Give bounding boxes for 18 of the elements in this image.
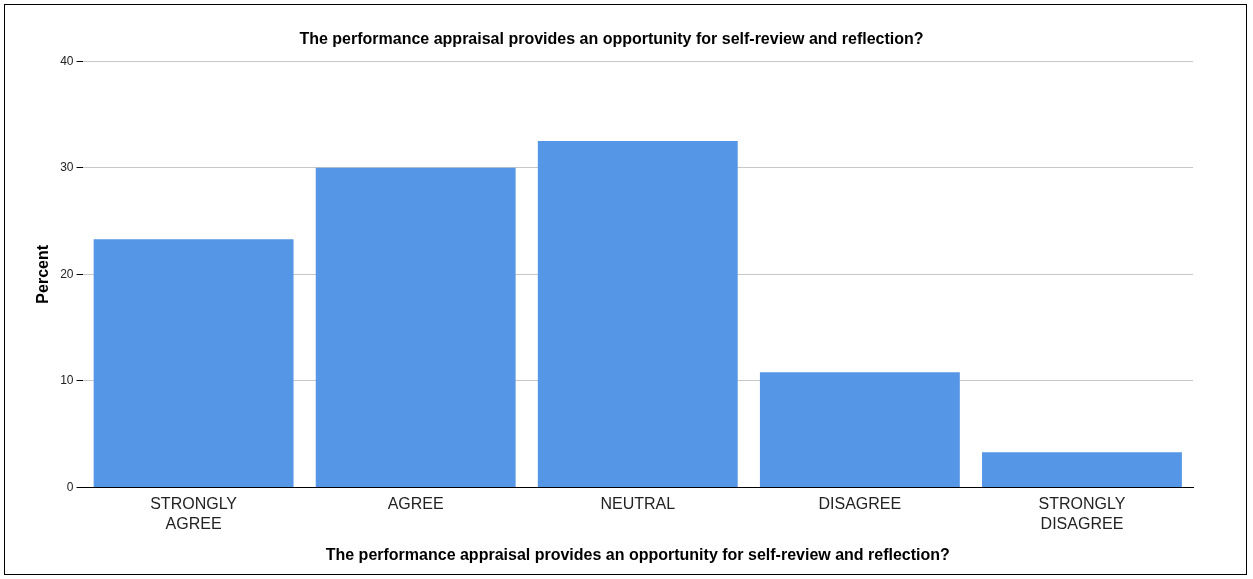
chart-title: The performance appraisal provides an opportunity for self-review and reflection? [299,30,924,48]
bar [315,167,516,487]
x-tick-label: NEUTRAL [600,495,676,513]
y-tick-label: 30 [60,160,74,175]
bar [537,141,738,487]
y-tick-label: 0 [66,479,74,494]
x-tick-label: STRONGLY DISAGREE [1038,495,1126,532]
bar [93,239,294,487]
x-tick-label: AGREE [387,495,444,513]
y-tick-label: 40 [60,53,74,68]
y-tick-label: 10 [60,373,74,388]
bar [759,372,960,487]
y-tick-label: 20 [60,266,74,281]
x-tick-label: STRONGLY AGREE [150,495,238,532]
y-axis-title: Percent [34,244,52,304]
x-tick-label: DISAGREE [818,495,902,513]
bar [982,452,1182,487]
x-axis-title: The performance appraisal provides an opportunity for self-review and reflection? [325,545,950,563]
